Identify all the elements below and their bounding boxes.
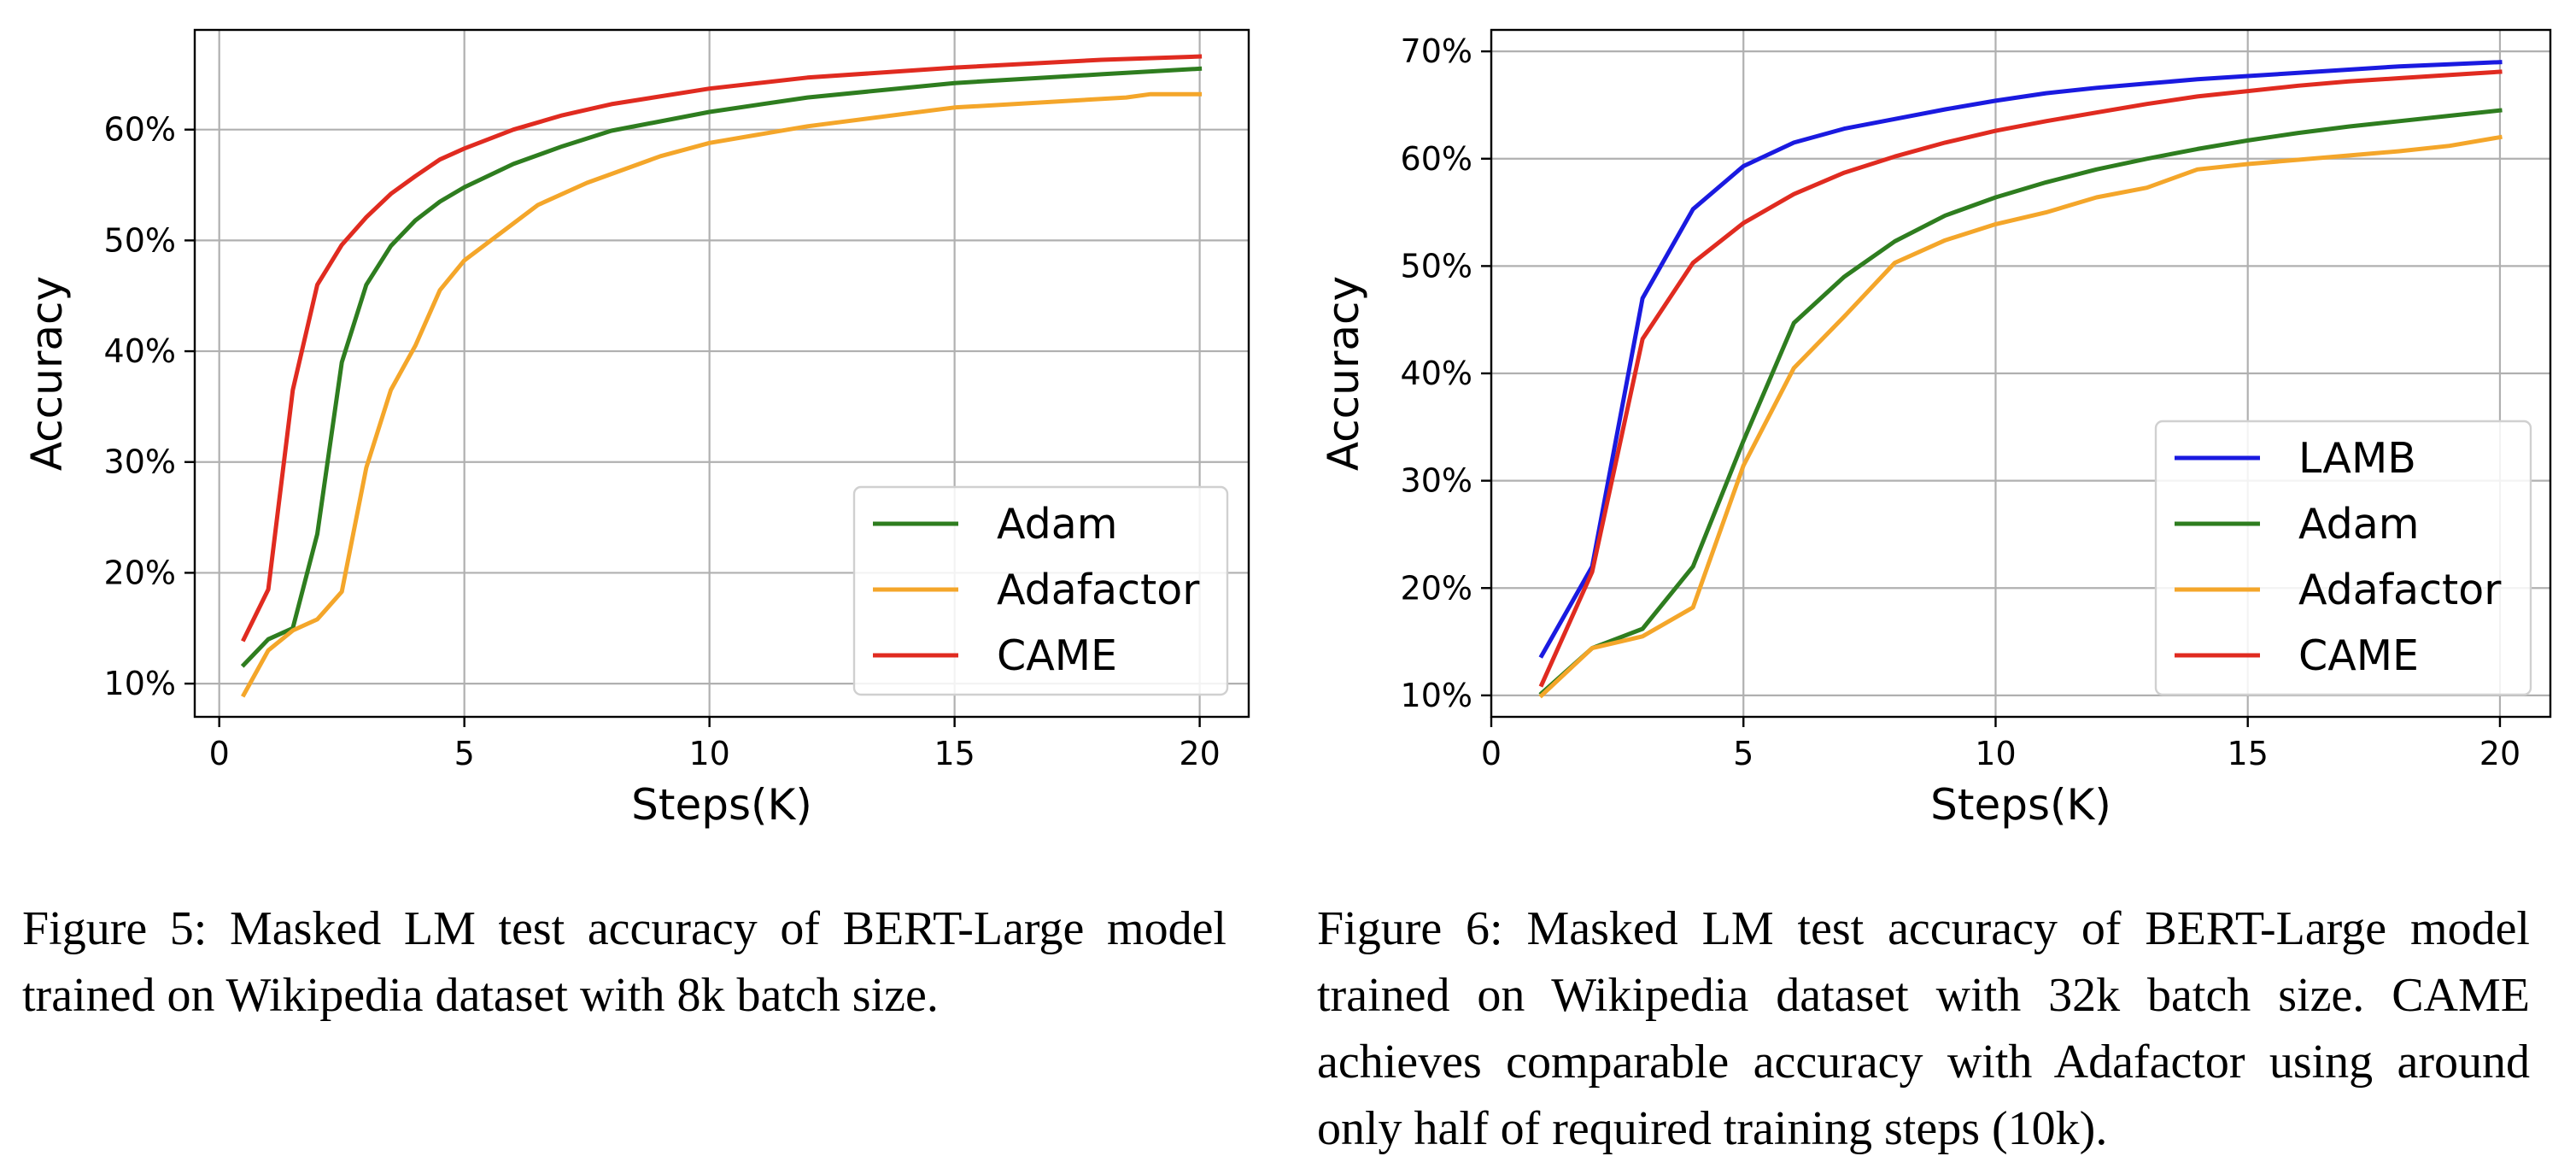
legend-label-came: CAME	[2298, 631, 2419, 680]
x-axis-label: Steps(K)	[1930, 780, 2111, 830]
series-line-adafactor	[241, 91, 1203, 698]
y-tick-label: 30%	[104, 443, 176, 481]
x-tick-label: 5	[1733, 735, 1753, 772]
y-tick-label: 40%	[104, 332, 176, 370]
x-tick-label: 15	[2228, 735, 2269, 772]
y-tick-label: 10%	[104, 665, 176, 702]
figure-5-caption: Figure 5: Masked LM test accuracy of BER…	[22, 902, 1227, 1022]
y-tick-label: 60%	[104, 111, 176, 149]
y-tick-label: 60%	[1401, 140, 1472, 178]
series-line-lamb	[1538, 60, 2503, 659]
series-line-came	[1538, 69, 2503, 688]
legend-label-adam: Adam	[2298, 500, 2420, 549]
legend-box	[2154, 420, 2532, 696]
legend-label-adafactor: Adafactor	[997, 566, 1200, 614]
x-axis-label: Steps(K)	[631, 780, 812, 830]
x-tick-label: 20	[2479, 735, 2520, 772]
legend-label-came: CAME	[997, 631, 1117, 680]
series-line-adam	[240, 66, 1203, 668]
y-tick-label: 50%	[1401, 247, 1472, 285]
y-axis-label: Accuracy	[22, 276, 72, 471]
series-line-adafactor	[1538, 134, 2503, 699]
x-tick-label: 15	[934, 735, 975, 772]
y-axis-label: Accuracy	[1319, 276, 1368, 471]
figure-5-chart: 0 5 10 15 20 10% 20% 30% 40% 50% 60% Steps(K) Accura…	[22, 28, 1250, 830]
y-tick-label: 40%	[1401, 355, 1472, 392]
x-tick-label: 0	[209, 735, 230, 772]
x-tick-label: 10	[1975, 735, 2016, 772]
x-tick-label: 0	[1481, 735, 1502, 772]
legend-box	[852, 485, 1229, 696]
legend-label-adafactor: Adafactor	[2298, 566, 2502, 614]
plot-frame	[193, 28, 1250, 719]
x-tick-label: 20	[1179, 735, 1220, 772]
figure-6-chart: 0 5 10 15 20 10% 20% 30% 40% 50% 60% 70% Steps(K) Acc…	[1319, 28, 2552, 830]
y-tick-label: 70%	[1401, 32, 1472, 70]
series-line-adam	[1538, 108, 2503, 696]
figure-6-caption: Figure 6: Masked LM test accuracy of BER…	[1317, 902, 2530, 1155]
y-tick-label: 10%	[1401, 677, 1472, 714]
y-tick-label: 20%	[1401, 569, 1472, 607]
y-tick-label: 20%	[104, 554, 176, 591]
x-tick-label: 5	[454, 735, 475, 772]
x-tick-label: 10	[688, 735, 729, 772]
legend-label-lamb: LAMB	[2298, 434, 2416, 483]
legend-label-adam: Adam	[997, 500, 1118, 549]
series-line-came	[241, 54, 1203, 643]
y-tick-label: 30%	[1401, 462, 1472, 500]
y-tick-label: 50%	[104, 221, 176, 259]
